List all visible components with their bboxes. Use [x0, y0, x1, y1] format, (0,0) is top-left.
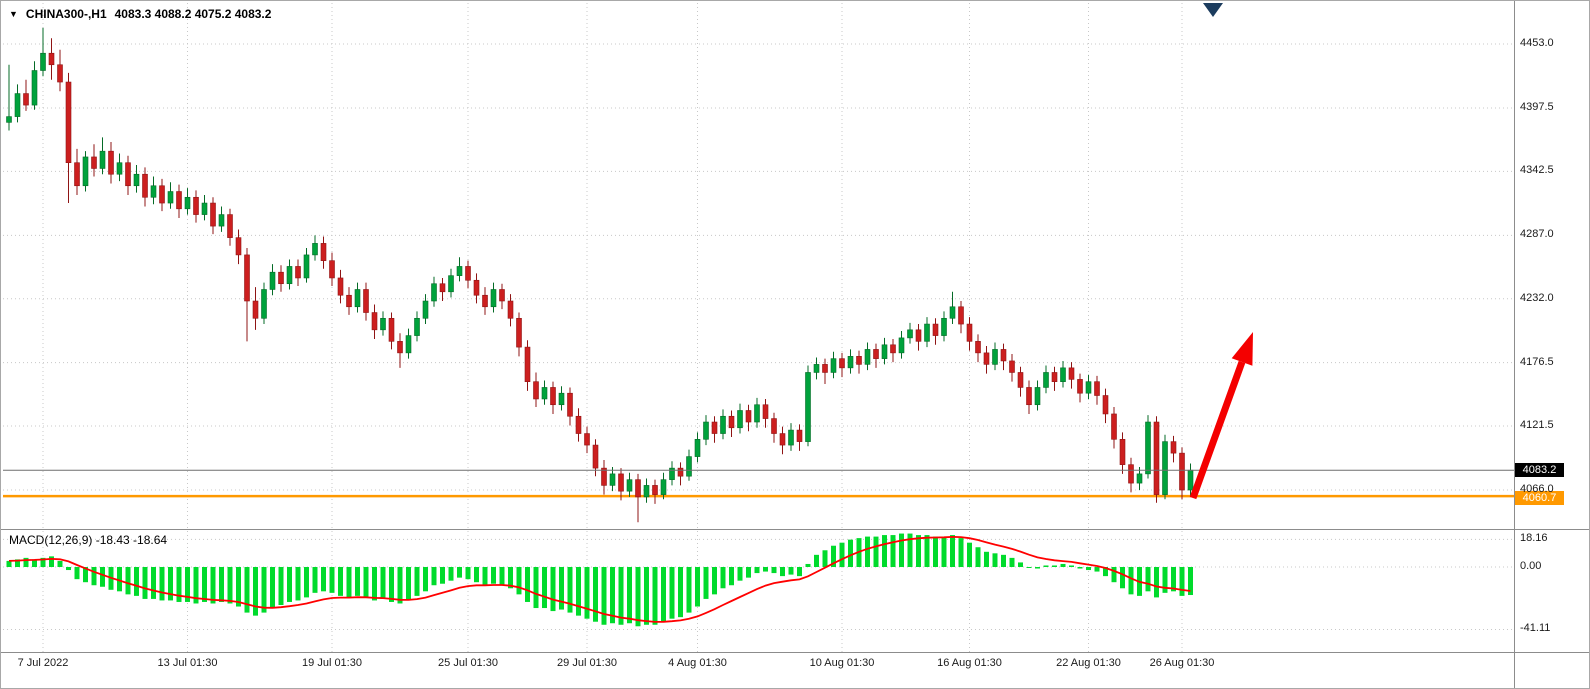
trend-arrow-up [1189, 332, 1253, 500]
grid-layer [3, 3, 1514, 652]
macd-histogram-layer [6, 533, 1193, 627]
macd-axis-tick: 18.16 [1520, 532, 1548, 545]
time-axis-tick: 29 Jul 01:30 [557, 657, 617, 669]
macd-axis-tick: -41.11 [1520, 622, 1551, 635]
time-axis-tick: 25 Jul 01:30 [438, 657, 498, 669]
time-axis-tick: 22 Aug 01:30 [1056, 657, 1121, 669]
time-axis-tick: 7 Jul 2022 [17, 657, 69, 669]
time-axis-tick: 10 Aug 01:30 [809, 657, 875, 669]
symbol-timeframe-label: CHINA300-,H1 [25, 7, 107, 21]
time-axis-tick: 13 Jul 01:30 [157, 657, 218, 669]
macd-signal-line [8, 535, 1191, 623]
candles-layer [6, 27, 1194, 523]
price-axis-tick: 4453.0 [1520, 37, 1554, 49]
time-axis-tick: 16 Aug 01:30 [937, 657, 1002, 669]
macd-axis-tick: 0.00 [1520, 560, 1542, 572]
price-axis-tick: 4121.5 [1520, 419, 1554, 432]
orange-level-price-tag: 4060.7 [1515, 491, 1564, 505]
symbol-dropdown-icon[interactable]: ▼ [9, 9, 18, 19]
corner-triangle-marker [1203, 3, 1223, 17]
price-axis-tick: 4232.0 [1520, 291, 1554, 304]
price-axis-tick: 4287.0 [1520, 228, 1554, 241]
ohlc-readout: 4083.3 4088.2 4075.2 4083.2 [114, 7, 272, 21]
current-price-tag: 4083.2 [1515, 463, 1564, 477]
time-axis-tick: 19 Jul 01:30 [302, 657, 362, 669]
chart-header: ▼ CHINA300-,H1 4083.3 4088.2 4075.2 4083… [9, 7, 271, 21]
price-axis-tick: 4176.5 [1520, 355, 1554, 368]
macd-indicator-label: MACD(12,26,9) -18.43 -18.64 [9, 533, 168, 547]
price-axis-tick: 4066.0 [1520, 483, 1554, 496]
price-axis-tick: 4397.5 [1520, 100, 1554, 113]
time-axis-tick: 26 Aug 01:30 [1149, 657, 1215, 669]
price-axis-tick: 4342.5 [1520, 164, 1554, 177]
time-axis-tick: 4 Aug 01:30 [668, 657, 727, 669]
